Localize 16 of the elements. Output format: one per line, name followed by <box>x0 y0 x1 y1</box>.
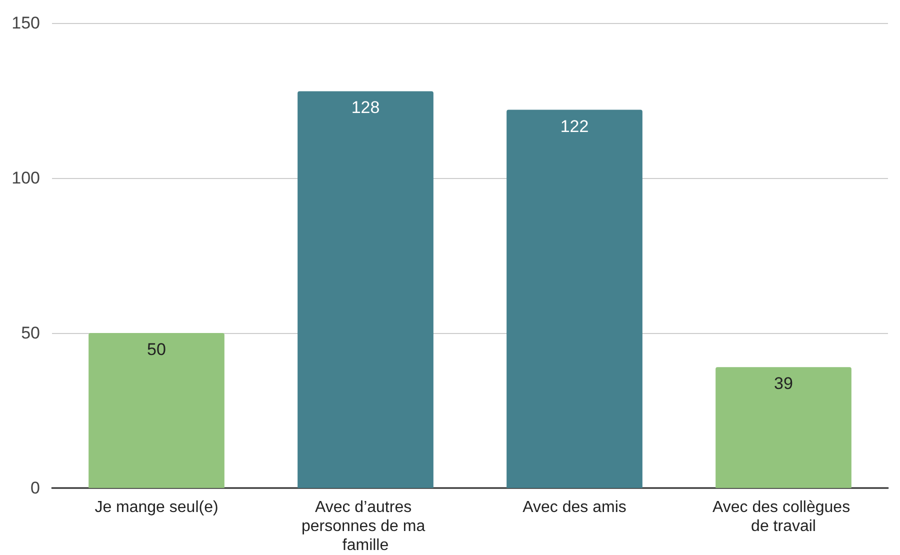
bar <box>298 91 434 488</box>
y-tick-label: 100 <box>12 168 40 188</box>
x-tick-label: Avec d’autres personnes de ma famille <box>301 499 430 554</box>
y-tick-label: 50 <box>21 324 40 342</box>
data-label: 122 <box>560 116 589 136</box>
y-tick-label: 0 <box>30 478 40 498</box>
bar <box>716 367 852 488</box>
y-tick-label: 150 <box>12 14 40 32</box>
bar <box>506 110 642 488</box>
bar <box>88 333 224 488</box>
data-label: 39 <box>774 374 793 394</box>
x-tick-label: Avec des collègues de travail <box>712 499 855 535</box>
data-label: 50 <box>147 340 166 359</box>
x-tick-label: Je mange seul(e) <box>94 499 218 516</box>
x-tick-label: Avec des amis <box>522 499 626 516</box>
data-label: 128 <box>351 98 380 118</box>
